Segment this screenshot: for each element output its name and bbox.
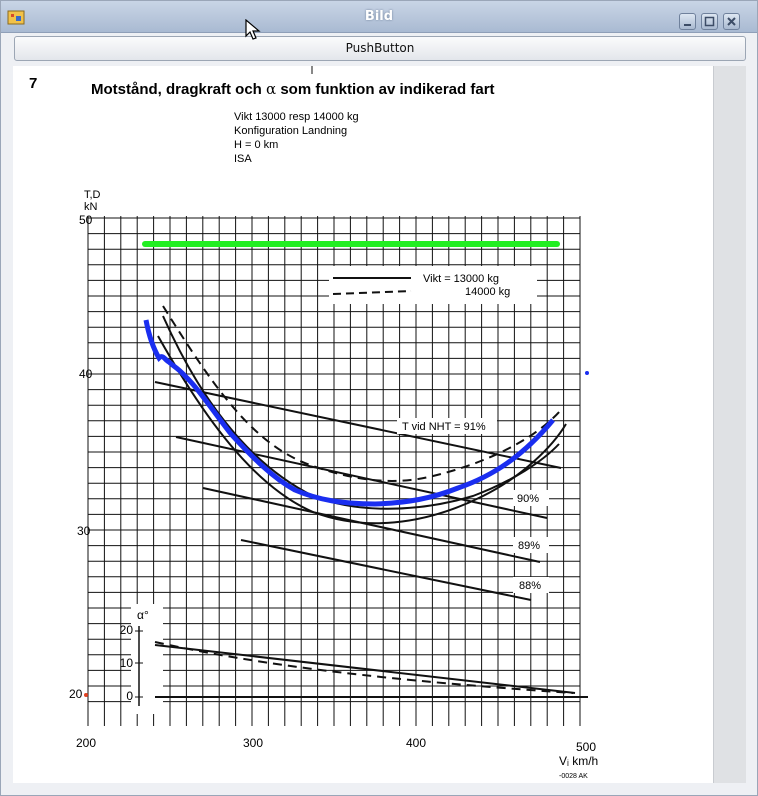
y-tick-label: 20 xyxy=(69,687,83,701)
blue-overlay-curve xyxy=(143,319,555,507)
minimize-button[interactable] xyxy=(679,13,696,30)
x-tick-label: 200 xyxy=(76,736,96,750)
drag-curve-14000-solid xyxy=(162,315,560,510)
alpha-axis-label: α° xyxy=(137,608,149,622)
thrust-label-bg xyxy=(513,537,549,553)
alpha-tick-label: 20 xyxy=(120,623,134,637)
legend-solid-label: Vikt = 13000 kg xyxy=(423,273,499,285)
alpha-curve-13000 xyxy=(154,644,576,694)
mouse-pointer-icon xyxy=(245,19,261,40)
alpha-tick-label: 0 xyxy=(126,689,133,703)
thrust-label-bg xyxy=(513,490,549,506)
close-icon xyxy=(727,17,736,26)
condition-line: ISA xyxy=(234,153,252,165)
thrust-line-89 xyxy=(202,487,541,563)
blue-marker-dot xyxy=(585,371,589,375)
image-display: 7 Motstånd, dragkraft och α som funktion… xyxy=(13,66,713,783)
thrust-line-91 xyxy=(154,381,562,469)
vertical-scrollbar[interactable] xyxy=(713,66,746,783)
push-button[interactable]: PushButton xyxy=(14,36,746,61)
x-axis-label: Vᵢ km/h xyxy=(559,754,598,768)
close-button[interactable] xyxy=(723,13,740,30)
minimize-icon xyxy=(684,24,691,26)
legend-box xyxy=(329,266,537,304)
title-bar[interactable]: Bild xyxy=(1,1,757,33)
alpha-inset-box xyxy=(131,604,163,714)
condition-line: H = 0 km xyxy=(234,139,278,151)
chart-figure: 7 Motstånd, dragkraft och α som funktion… xyxy=(29,66,598,780)
page-number: 7 xyxy=(29,75,37,92)
thrust-line-88 xyxy=(240,539,532,601)
printed-curves xyxy=(154,305,588,698)
legend-dashed-line xyxy=(332,290,412,295)
thrust-label-90: 90% xyxy=(517,493,539,505)
thrust-label-89: 89% xyxy=(518,540,540,552)
maximize-button[interactable] xyxy=(701,13,718,30)
y-tick-label: 50 xyxy=(79,213,93,227)
figure-title: Motstånd, dragkraft och α som funktion a… xyxy=(91,80,495,98)
thrust-label-bg xyxy=(513,577,549,593)
y-axis-unit-bottom: kN xyxy=(84,201,98,213)
alpha-curve-14000 xyxy=(154,641,574,694)
thrust-label-91: T vid NHT = 91% xyxy=(402,421,486,433)
thrust-line-90 xyxy=(175,436,548,519)
condition-line: Vikt 13000 resp 14000 kg xyxy=(234,111,359,123)
red-marker-dot xyxy=(84,693,88,697)
y-tick-label: 40 xyxy=(79,367,93,381)
thrust-label-88: 88% xyxy=(519,580,541,592)
x-tick-label: 300 xyxy=(243,736,263,750)
maximize-icon xyxy=(704,16,715,27)
alpha-tick-label: 10 xyxy=(120,656,134,670)
window-title: Bild xyxy=(364,9,394,24)
legend-dashed-label: 14000 kg xyxy=(465,286,510,298)
footer-code: -0028 AK xyxy=(559,773,588,780)
thrust-label-bg xyxy=(397,418,497,434)
image-viewer-icon xyxy=(7,10,25,25)
y-axis-unit-top: T,D xyxy=(84,189,101,201)
y-tick-label: 30 xyxy=(77,524,91,538)
x-tick-label: 500 xyxy=(576,740,596,754)
x-tick-label: 400 xyxy=(406,736,426,750)
condition-line: Konfiguration Landning xyxy=(234,125,347,137)
